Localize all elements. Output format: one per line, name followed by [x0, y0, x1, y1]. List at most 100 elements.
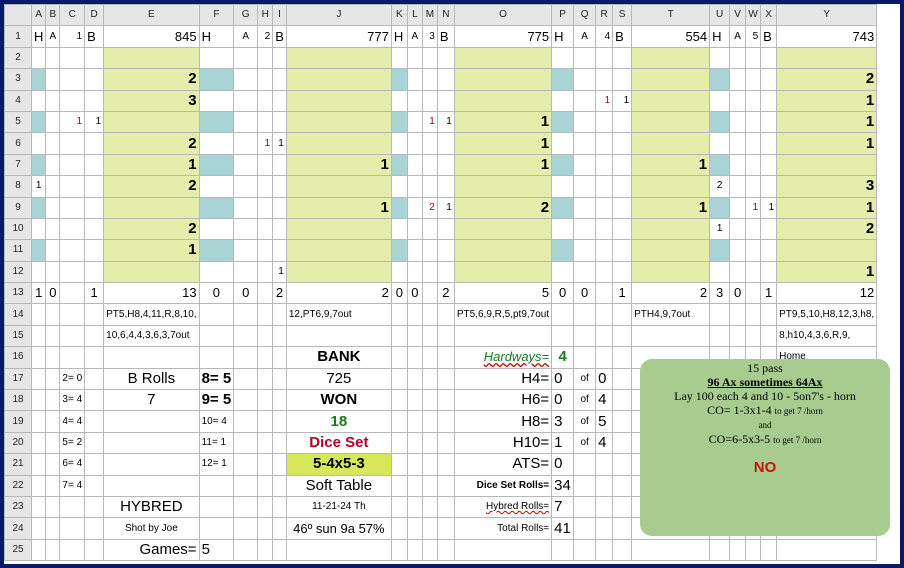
column-header-w[interactable]: W	[745, 4, 762, 27]
cell-f13[interactable]: 0	[198, 282, 235, 305]
cell-l11[interactable]	[406, 239, 423, 262]
cell-y6[interactable]: 1	[776, 132, 878, 155]
cell-r11[interactable]	[595, 239, 614, 262]
cell-s19[interactable]	[612, 410, 633, 433]
cell-b25[interactable]	[45, 538, 61, 562]
cell-x12[interactable]	[760, 260, 778, 284]
cell-w12[interactable]	[745, 260, 762, 284]
column-header-m[interactable]: M	[421, 4, 438, 27]
cell-y4[interactable]: 1	[776, 89, 878, 112]
cell-n6[interactable]	[436, 132, 455, 155]
cell-m23[interactable]	[421, 495, 438, 519]
row-header-8[interactable]: 8	[4, 175, 32, 198]
cell-h9[interactable]	[257, 196, 274, 219]
cell-u3[interactable]	[709, 68, 731, 91]
cell-s12[interactable]	[612, 260, 633, 284]
cell-u14[interactable]	[709, 303, 731, 326]
cell-g9[interactable]	[233, 196, 259, 219]
row-header-5[interactable]: 5	[4, 110, 32, 134]
cell-f22[interactable]	[198, 474, 235, 497]
cell-q24[interactable]	[573, 517, 597, 540]
cell-v1[interactable]: A	[729, 25, 747, 48]
cell-e4[interactable]: 3	[103, 89, 200, 112]
cell-p6[interactable]	[551, 132, 575, 155]
cell-f4[interactable]	[198, 89, 235, 112]
cell-e18[interactable]: 7	[103, 389, 200, 412]
cell-x15[interactable]	[760, 324, 778, 348]
cell-s7[interactable]	[612, 153, 633, 177]
cell-s9[interactable]	[612, 196, 633, 219]
cell-t1[interactable]: 554	[631, 25, 711, 48]
column-header-u[interactable]: U	[709, 4, 731, 27]
cell-m20[interactable]	[421, 431, 438, 455]
cell-h5[interactable]	[257, 110, 274, 134]
cell-j12[interactable]	[285, 260, 392, 284]
cell-l4[interactable]	[406, 89, 423, 112]
cell-r23[interactable]	[595, 495, 614, 519]
cell-t15[interactable]	[631, 324, 711, 348]
cell-u9[interactable]	[709, 196, 731, 219]
cell-t4[interactable]	[631, 89, 711, 112]
cell-l10[interactable]	[406, 217, 423, 241]
cell-q21[interactable]	[573, 453, 597, 476]
cell-e25[interactable]: Games=	[103, 538, 200, 562]
cell-d5[interactable]: 1	[84, 110, 105, 134]
cell-i20[interactable]	[272, 431, 287, 455]
cell-m6[interactable]	[421, 132, 438, 155]
cell-q1[interactable]: A	[573, 25, 597, 48]
cell-t14[interactable]: PTH4,9,7out	[631, 303, 711, 326]
cell-x14[interactable]	[760, 303, 778, 326]
cell-k8[interactable]	[390, 175, 408, 198]
cell-o9[interactable]: 2	[453, 196, 553, 219]
cell-f19[interactable]: 10= 4	[198, 410, 235, 433]
cell-j2[interactable]	[285, 46, 392, 70]
cell-w13[interactable]	[745, 282, 762, 305]
cell-n3[interactable]	[436, 68, 455, 91]
column-header-k[interactable]: K	[390, 4, 408, 27]
cell-r8[interactable]	[595, 175, 614, 198]
cell-d12[interactable]	[84, 260, 105, 284]
cell-p1[interactable]: H	[551, 25, 575, 48]
cell-i3[interactable]	[272, 68, 287, 91]
cell-o21[interactable]: ATS=	[453, 453, 553, 476]
cell-j11[interactable]	[285, 239, 392, 262]
cell-k25[interactable]	[390, 538, 408, 562]
cell-o2[interactable]	[453, 46, 553, 70]
cell-a7[interactable]	[30, 153, 47, 177]
cell-r21[interactable]	[595, 453, 614, 476]
cell-n20[interactable]	[436, 431, 455, 455]
cell-i8[interactable]	[272, 175, 287, 198]
cell-l25[interactable]	[406, 538, 423, 562]
cell-o6[interactable]: 1	[453, 132, 553, 155]
row-header-18[interactable]: 18	[4, 389, 32, 412]
cell-p21[interactable]: 0	[551, 453, 575, 476]
cell-u7[interactable]	[709, 153, 731, 177]
cell-b22[interactable]	[45, 474, 61, 497]
cell-b13[interactable]: 0	[45, 282, 61, 305]
cell-i25[interactable]	[272, 538, 287, 562]
cell-e11[interactable]: 1	[103, 239, 200, 262]
cell-k18[interactable]	[390, 389, 408, 412]
cell-c10[interactable]	[59, 217, 86, 241]
cell-g12[interactable]	[233, 260, 259, 284]
cell-a8[interactable]: 1	[30, 175, 47, 198]
cell-a24[interactable]	[30, 517, 47, 540]
cell-k12[interactable]	[390, 260, 408, 284]
cell-m15[interactable]	[421, 324, 438, 348]
cell-d16[interactable]	[84, 346, 105, 369]
cell-j3[interactable]	[285, 68, 392, 91]
column-header-v[interactable]: V	[729, 4, 747, 27]
cell-f11[interactable]	[198, 239, 235, 262]
cell-s3[interactable]	[612, 68, 633, 91]
cell-u15[interactable]	[709, 324, 731, 348]
cell-m4[interactable]	[421, 89, 438, 112]
cell-x2[interactable]	[760, 46, 778, 70]
cell-v3[interactable]	[729, 68, 747, 91]
cell-g22[interactable]	[233, 474, 259, 497]
cell-k5[interactable]	[390, 110, 408, 134]
cell-g17[interactable]	[233, 367, 259, 391]
cell-l14[interactable]	[406, 303, 423, 326]
cell-o16[interactable]: Hardways=	[453, 346, 553, 369]
cell-l8[interactable]	[406, 175, 423, 198]
cell-j14[interactable]: 12,PT6,9,7out	[285, 303, 392, 326]
